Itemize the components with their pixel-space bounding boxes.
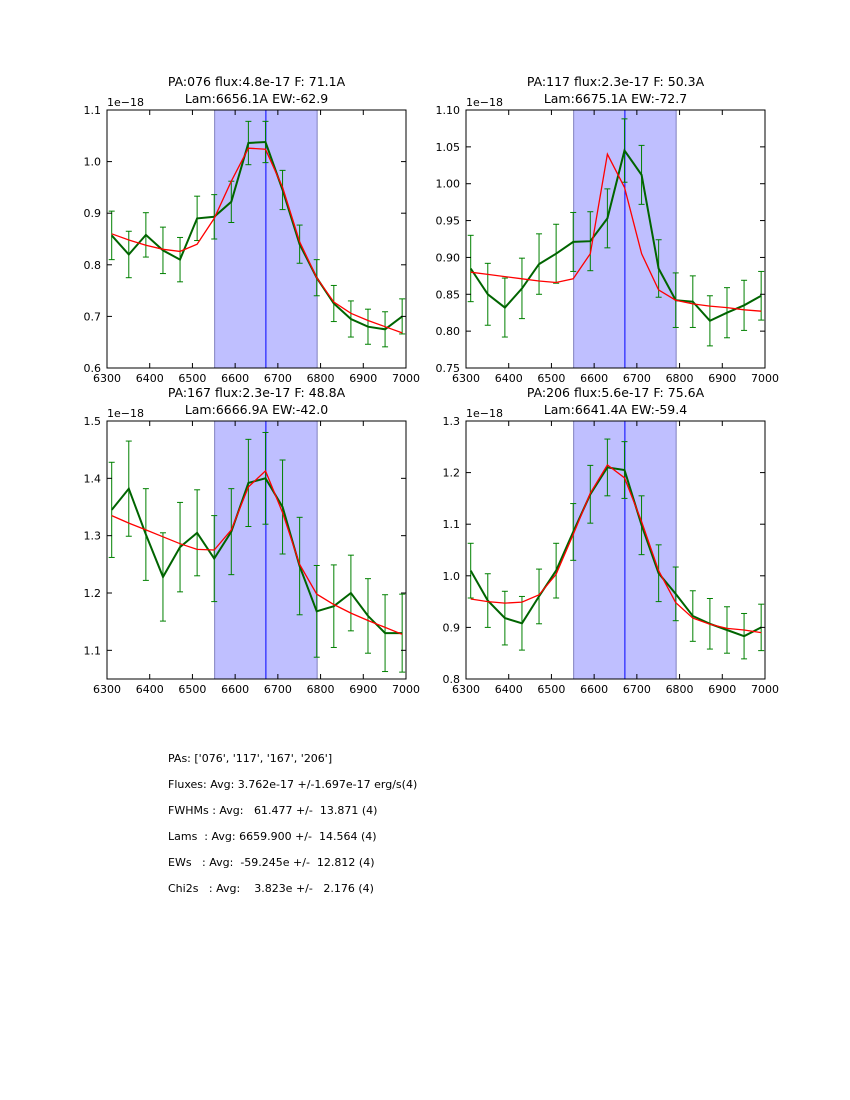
y-tick-label: 1.3 <box>84 530 102 543</box>
subplot-title-line1: PA:117 flux:2.3e-17 F: 50.3A <box>527 74 705 89</box>
y-offset-label: 1e−18 <box>466 407 503 420</box>
model-series-line <box>111 147 403 334</box>
x-tick-label: 6700 <box>264 683 292 696</box>
x-tick-label: 7000 <box>392 372 420 385</box>
y-tick-label: 1.00 <box>436 178 461 191</box>
x-tick-label: 6800 <box>307 683 335 696</box>
axes-frame <box>465 109 766 369</box>
subplot-2: PA:117 flux:2.3e-17 F: 50.3A Lam:6675.1A … <box>436 74 780 385</box>
y-tick-label: 0.90 <box>436 251 461 264</box>
x-tick-label: 6500 <box>537 372 565 385</box>
x-tick-label: 6300 <box>452 683 480 696</box>
subplot-title-line2: Lam:6666.9A EW:-42.0 <box>185 402 328 417</box>
x-tick-label: 7000 <box>751 683 779 696</box>
stats-chi2s: Chi2s : Avg: 3.823e +/- 2.176 (4) <box>168 882 374 895</box>
error-bar <box>108 210 115 261</box>
subplot-title-line2: Lam:6656.1A EW:-62.9 <box>185 91 328 106</box>
y-tick-label: 0.75 <box>436 362 461 375</box>
y-tick-label: 0.85 <box>436 288 461 301</box>
stats-pas: PAs: ['076', '117', '167', '206'] <box>168 752 333 765</box>
x-tick-label: 6900 <box>708 372 736 385</box>
x-tick-label: 6500 <box>178 683 206 696</box>
y-tick-label: 0.80 <box>436 325 461 338</box>
x-tick-label: 6700 <box>623 372 651 385</box>
subplot-title-line1: PA:076 flux:4.8e-17 F: 71.1A <box>168 74 346 89</box>
subplot-4: PA:206 flux:5.6e-17 F: 75.6A Lam:6641.4A … <box>443 385 780 696</box>
subplot-title-line2: Lam:6675.1A EW:-72.7 <box>544 91 687 106</box>
subplot-1: PA:076 flux:4.8e-17 F: 71.1A Lam:6656.1A … <box>84 74 421 385</box>
data-series-line <box>110 477 403 635</box>
axes-frame <box>106 109 407 369</box>
summary-stats: PAs: ['076', '117', '167', '206'] Fluxes:… <box>168 746 417 902</box>
model-series-line <box>470 463 762 634</box>
x-tick-label: 6300 <box>452 372 480 385</box>
subplot-3: PA:167 flux:2.3e-17 F: 48.8A Lam:6666.9A … <box>84 385 421 696</box>
x-tick-label: 7000 <box>751 372 779 385</box>
x-tick-label: 7000 <box>392 683 420 696</box>
stats-fwhms: FWHMs : Avg: 61.477 +/- 13.871 (4) <box>168 804 378 817</box>
y-tick-label: 0.9 <box>84 207 102 220</box>
y-tick-label: 1.1 <box>84 644 102 657</box>
x-tick-label: 6400 <box>495 683 523 696</box>
x-tick-label: 6700 <box>623 683 651 696</box>
x-tick-label: 6400 <box>136 372 164 385</box>
stats-lams: Lams : Avg: 6659.900 +/- 14.564 (4) <box>168 830 377 843</box>
x-tick-label: 6500 <box>178 372 206 385</box>
y-tick-label: 0.8 <box>84 259 102 272</box>
y-tick-label: 1.3 <box>443 415 461 428</box>
x-tick-label: 6300 <box>93 372 121 385</box>
data-series-line <box>110 140 403 331</box>
y-tick-label: 1.4 <box>84 472 102 485</box>
x-tick-label: 6600 <box>221 372 249 385</box>
y-tick-label: 1.2 <box>84 587 102 600</box>
y-tick-label: 1.0 <box>84 156 102 169</box>
y-tick-label: 1.1 <box>443 518 461 531</box>
x-tick-label: 6600 <box>580 372 608 385</box>
x-tick-label: 6700 <box>264 372 292 385</box>
y-tick-label: 1.0 <box>443 570 461 583</box>
x-tick-label: 6400 <box>495 372 523 385</box>
y-offset-label: 1e−18 <box>107 96 144 109</box>
axes-frame <box>106 420 407 680</box>
axes-frame <box>465 420 766 680</box>
subplot-title-line1: PA:167 flux:2.3e-17 F: 48.8A <box>168 385 346 400</box>
x-tick-label: 6500 <box>537 683 565 696</box>
x-tick-label: 6400 <box>136 683 164 696</box>
x-tick-label: 6600 <box>580 683 608 696</box>
y-tick-label: 1.2 <box>443 467 461 480</box>
stats-fluxes: Fluxes: Avg: 3.762e-17 +/-1.697e-17 erg/… <box>168 778 418 791</box>
y-tick-label: 1.10 <box>436 104 461 117</box>
x-tick-label: 6800 <box>307 372 335 385</box>
y-tick-label: 0.8 <box>443 673 461 686</box>
error-bar <box>467 234 474 303</box>
y-tick-label: 1.05 <box>436 141 461 154</box>
y-tick-label: 0.6 <box>84 362 102 375</box>
model-series-line <box>111 469 403 635</box>
y-tick-label: 0.9 <box>443 621 461 634</box>
x-tick-label: 6300 <box>93 683 121 696</box>
x-tick-label: 6800 <box>666 372 694 385</box>
x-tick-label: 6900 <box>708 683 736 696</box>
y-tick-label: 0.7 <box>84 310 102 323</box>
y-tick-label: 1.5 <box>84 415 102 428</box>
y-tick-label: 0.95 <box>436 215 461 228</box>
stats-ews: EWs : Avg: -59.245e +/- 12.812 (4) <box>168 856 375 869</box>
x-tick-label: 6900 <box>349 683 377 696</box>
y-tick-label: 1.1 <box>84 104 102 117</box>
subplot-title-line1: PA:206 flux:5.6e-17 F: 75.6A <box>527 385 705 400</box>
y-offset-label: 1e−18 <box>107 407 144 420</box>
x-tick-label: 6900 <box>349 372 377 385</box>
x-tick-label: 6800 <box>666 683 694 696</box>
x-tick-label: 6600 <box>221 683 249 696</box>
data-series-line <box>469 148 762 323</box>
subplot-title-line2: Lam:6641.4A EW:-59.4 <box>544 402 687 417</box>
model-series-line <box>470 152 762 312</box>
y-offset-label: 1e−18 <box>466 96 503 109</box>
